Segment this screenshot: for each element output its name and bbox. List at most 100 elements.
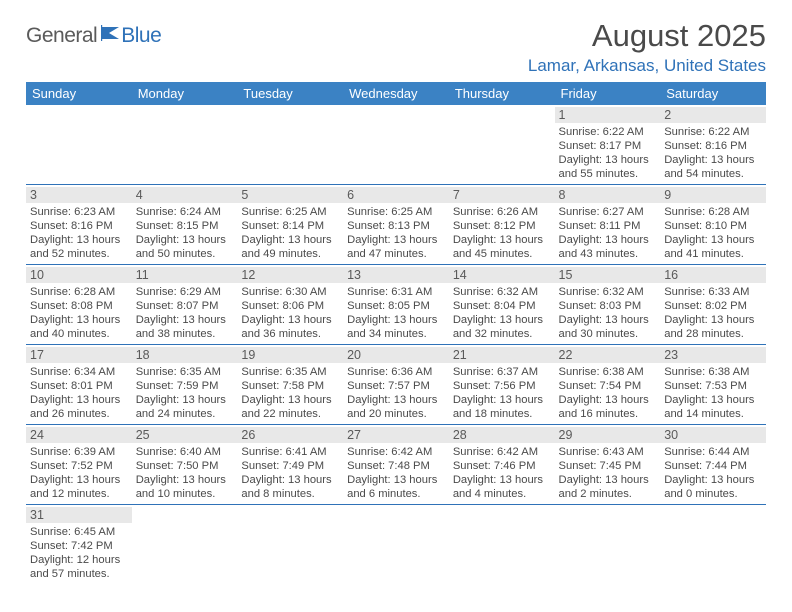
day-number: 30 — [660, 427, 766, 443]
day-cell: 29Sunrise: 6:43 AMSunset: 7:45 PMDayligh… — [555, 425, 661, 505]
daylight-line: Daylight: 13 hours and 6 minutes. — [347, 473, 445, 501]
sunrise-line: Sunrise: 6:41 AM — [241, 445, 339, 459]
day-number: 8 — [555, 187, 661, 203]
daylight-line: Daylight: 13 hours and 47 minutes. — [347, 233, 445, 261]
sunrise-line: Sunrise: 6:42 AM — [347, 445, 445, 459]
sunset-line: Sunset: 8:08 PM — [30, 299, 128, 313]
sunset-line: Sunset: 8:14 PM — [241, 219, 339, 233]
sunrise-line: Sunrise: 6:23 AM — [30, 205, 128, 219]
empty-cell — [237, 105, 343, 185]
daylight-line: Daylight: 13 hours and 26 minutes. — [30, 393, 128, 421]
daylight-line: Daylight: 13 hours and 18 minutes. — [453, 393, 551, 421]
sunset-line: Sunset: 8:01 PM — [30, 379, 128, 393]
weekday-header: Thursday — [449, 82, 555, 105]
weekday-header: Sunday — [26, 82, 132, 105]
day-cell: 26 Sunrise: 6:41 AMSunset: 7:49 PMDayligh… — [237, 425, 343, 505]
day-number: 26 — [237, 427, 343, 443]
day-number: 1 — [555, 107, 661, 123]
sunrise-line: Sunrise: 6:25 AM — [347, 205, 445, 219]
sunrise-line: Sunrise: 6:40 AM — [136, 445, 234, 459]
daylight-line: Daylight: 13 hours and 34 minutes. — [347, 313, 445, 341]
sunrise-line: Sunrise: 6:27 AM — [559, 205, 657, 219]
day-number: 19 — [237, 347, 343, 363]
daylight-line: Daylight: 13 hours and 41 minutes. — [664, 233, 762, 261]
daylight-line: Daylight: 13 hours and 43 minutes. — [559, 233, 657, 261]
daylight-line: Daylight: 13 hours and 8 minutes. — [241, 473, 339, 501]
day-number: 10 — [26, 267, 132, 283]
day-number: 24 — [26, 427, 132, 443]
day-cell: 30Sunrise: 6:44 AMSunset: 7:44 PMDayligh… — [660, 425, 766, 505]
day-cell: 16Sunrise: 6:33 AMSunset: 8:02 PMDayligh… — [660, 265, 766, 345]
day-cell: 20Sunrise: 6:36 AMSunset: 7:57 PMDayligh… — [343, 345, 449, 425]
sunset-line: Sunset: 7:52 PM — [30, 459, 128, 473]
empty-cell — [132, 505, 238, 585]
sunset-line: Sunset: 8:17 PM — [559, 139, 657, 153]
day-cell: 22Sunrise: 6:38 AMSunset: 7:54 PMDayligh… — [555, 345, 661, 425]
day-number: 18 — [132, 347, 238, 363]
sunset-line: Sunset: 8:03 PM — [559, 299, 657, 313]
day-cell: 18Sunrise: 6:35 AMSunset: 7:59 PMDayligh… — [132, 345, 238, 425]
sunrise-line: Sunrise: 6:38 AM — [664, 365, 762, 379]
daylight-line: Daylight: 13 hours and 50 minutes. — [136, 233, 234, 261]
daylight-line: Daylight: 13 hours and 49 minutes. — [241, 233, 339, 261]
daylight-line: Daylight: 13 hours and 22 minutes. — [241, 393, 339, 421]
sunrise-line: Sunrise: 6:31 AM — [347, 285, 445, 299]
daylight-line: Daylight: 13 hours and 14 minutes. — [664, 393, 762, 421]
sunset-line: Sunset: 7:56 PM — [453, 379, 551, 393]
sunrise-line: Sunrise: 6:34 AM — [30, 365, 128, 379]
empty-cell — [555, 505, 661, 585]
day-cell: 19Sunrise: 6:35 AMSunset: 7:58 PMDayligh… — [237, 345, 343, 425]
daylight-line: Daylight: 13 hours and 2 minutes. — [559, 473, 657, 501]
calendar-row: 10Sunrise: 6:28 AMSunset: 8:08 PMDayligh… — [26, 265, 766, 345]
sunset-line: Sunset: 7:44 PM — [664, 459, 762, 473]
empty-cell — [449, 505, 555, 585]
sunrise-line: Sunrise: 6:42 AM — [453, 445, 551, 459]
day-cell: 25Sunrise: 6:40 AMSunset: 7:50 PMDayligh… — [132, 425, 238, 505]
day-number: 9 — [660, 187, 766, 203]
sunrise-line: Sunrise: 6:33 AM — [664, 285, 762, 299]
day-cell: 31Sunrise: 6:45 AMSunset: 7:42 PMDayligh… — [26, 505, 132, 585]
day-cell: 6 Sunrise: 6:25 AMSunset: 8:13 PMDaylight… — [343, 185, 449, 265]
sunrise-line: Sunrise: 6:35 AM — [136, 365, 234, 379]
daylight-line: Daylight: 13 hours and 24 minutes. — [136, 393, 234, 421]
day-number: 6 — [343, 187, 449, 203]
sunset-line: Sunset: 7:53 PM — [664, 379, 762, 393]
day-number: 29 — [555, 427, 661, 443]
day-cell: 21 Sunrise: 6:37 AMSunset: 7:56 PMDayligh… — [449, 345, 555, 425]
sunrise-line: Sunrise: 6:30 AM — [241, 285, 339, 299]
daylight-line: Daylight: 13 hours and 0 minutes. — [664, 473, 762, 501]
sunrise-line: Sunrise: 6:37 AM — [453, 365, 551, 379]
weekday-header-row: SundayMondayTuesdayWednesdayThursdayFrid… — [26, 82, 766, 105]
daylight-line: Daylight: 13 hours and 52 minutes. — [30, 233, 128, 261]
weekday-header: Saturday — [660, 82, 766, 105]
empty-cell — [449, 105, 555, 185]
calendar-table: SundayMondayTuesdayWednesdayThursdayFrid… — [26, 82, 766, 584]
day-number: 12 — [237, 267, 343, 283]
day-cell: 24Sunrise: 6:39 AMSunset: 7:52 PMDayligh… — [26, 425, 132, 505]
sunrise-line: Sunrise: 6:28 AM — [664, 205, 762, 219]
day-cell: 23Sunrise: 6:38 AMSunset: 7:53 PMDayligh… — [660, 345, 766, 425]
sunset-line: Sunset: 8:10 PM — [664, 219, 762, 233]
daylight-line: Daylight: 13 hours and 38 minutes. — [136, 313, 234, 341]
sunrise-line: Sunrise: 6:36 AM — [347, 365, 445, 379]
sunset-line: Sunset: 8:12 PM — [453, 219, 551, 233]
calendar-row: 3Sunrise: 6:23 AMSunset: 8:16 PMDaylight… — [26, 185, 766, 265]
day-number: 21 — [449, 347, 555, 363]
calendar-row: 24Sunrise: 6:39 AMSunset: 7:52 PMDayligh… — [26, 425, 766, 505]
sunrise-line: Sunrise: 6:38 AM — [559, 365, 657, 379]
daylight-line: Daylight: 13 hours and 4 minutes. — [453, 473, 551, 501]
sunset-line: Sunset: 8:15 PM — [136, 219, 234, 233]
day-cell: 9 Sunrise: 6:28 AMSunset: 8:10 PMDaylight… — [660, 185, 766, 265]
day-cell: 27Sunrise: 6:42 AMSunset: 7:48 PMDayligh… — [343, 425, 449, 505]
daylight-line: Daylight: 13 hours and 32 minutes. — [453, 313, 551, 341]
daylight-line: Daylight: 13 hours and 55 minutes. — [559, 153, 657, 181]
day-number: 20 — [343, 347, 449, 363]
daylight-line: Daylight: 13 hours and 30 minutes. — [559, 313, 657, 341]
sunset-line: Sunset: 7:49 PM — [241, 459, 339, 473]
sunrise-line: Sunrise: 6:24 AM — [136, 205, 234, 219]
sunset-line: Sunset: 7:48 PM — [347, 459, 445, 473]
day-number: 7 — [449, 187, 555, 203]
calendar-row: 1Sunrise: 6:22 AMSunset: 8:17 PMDaylight… — [26, 105, 766, 185]
day-cell: 7Sunrise: 6:26 AMSunset: 8:12 PMDaylight… — [449, 185, 555, 265]
sunset-line: Sunset: 8:13 PM — [347, 219, 445, 233]
